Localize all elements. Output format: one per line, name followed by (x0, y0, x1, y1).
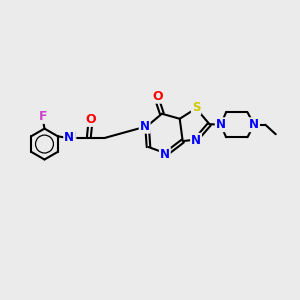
Text: H: H (68, 131, 76, 141)
Text: N: N (140, 120, 150, 133)
Text: S: S (192, 101, 200, 114)
Text: N: N (64, 131, 74, 144)
Text: O: O (85, 113, 96, 126)
Text: O: O (152, 90, 163, 103)
Text: N: N (160, 148, 170, 161)
Text: N: N (216, 118, 226, 131)
Text: N: N (191, 134, 201, 147)
Text: F: F (39, 110, 47, 123)
Text: N: N (249, 118, 259, 131)
